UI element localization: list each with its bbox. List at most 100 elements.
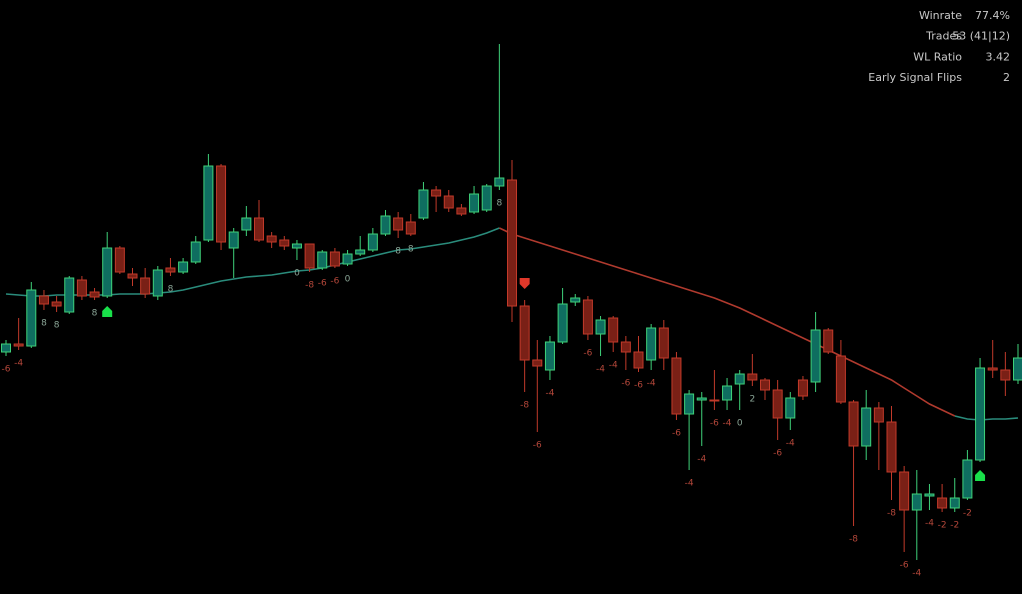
stat-value: 53 (41|12) [952,30,1010,43]
candle-body [772,389,783,419]
signal-label: -4 [596,365,605,375]
long-signal [102,306,113,317]
candle-body [405,221,416,235]
candle-body [216,165,227,243]
candle-body [924,493,935,497]
candle-body [76,279,87,297]
signal-label: -4 [685,479,694,489]
candle-body [190,241,201,263]
candle-body [114,247,125,273]
candle-body [481,185,492,211]
candle-body [671,357,682,415]
candle-body [279,239,290,247]
signal-label: -4 [697,455,706,465]
signal-label: -6 [710,419,719,429]
signal-label: -2 [963,509,972,519]
candle-body [431,189,442,197]
candle-body [519,305,530,361]
signal-label: -6 [583,349,592,359]
stat-label: WL Ratio [913,50,962,63]
candle-body [51,301,62,307]
signal-label: -6 [533,441,542,451]
signal-label: -6 [773,449,782,459]
candle-body [785,397,796,419]
short-signal [519,278,530,289]
candle-body [835,355,846,403]
candle-body [620,341,631,353]
candle-body [367,233,378,251]
signal-label: -4 [925,519,934,529]
candle-body [861,407,872,447]
candle-body [570,297,581,303]
candle-body [241,217,252,231]
candle-body [722,385,733,401]
candle-body [1,343,11,353]
signal-label: 0 [737,419,743,429]
candle-body [140,277,151,295]
signal-label: 8 [395,247,401,257]
signal-label: -6 [2,365,11,375]
candle-body [658,327,669,359]
candle-body [848,401,859,447]
stat-label: Early Signal Flips [868,71,962,84]
candle-body [127,273,138,279]
candle-body [544,341,555,371]
candle-body [13,343,24,347]
candle-body [709,399,720,402]
candle-body [456,207,467,215]
candle-body [975,367,986,461]
candle-body [873,407,884,423]
signal-label: -4 [723,419,732,429]
candle-body [747,373,758,381]
candle-body [443,195,454,209]
candle-body [1013,357,1022,381]
candle-body [532,359,543,367]
candle-body [178,261,189,273]
candle-body [266,235,277,243]
candle-body [633,351,644,369]
signal-label: -6 [634,381,643,391]
signal-label: 8 [41,319,47,329]
candle-body [342,253,353,265]
signal-label: -6 [330,277,339,287]
signal-label: -6 [621,379,630,389]
candle-body [26,289,37,347]
candle-body [734,373,745,385]
candle-body [886,421,897,473]
signal-label: -8 [520,401,529,411]
stat-value: 77.4% [975,9,1010,22]
candle-body [949,497,960,509]
stat-label: Winrate [919,9,962,22]
signal-label: 0 [345,275,351,285]
candle-body [899,471,910,511]
signal-label: 8 [408,245,414,255]
candle-body [595,319,606,335]
signal-label: -6 [900,561,909,571]
candle-body [646,327,657,361]
candle-body [507,179,517,307]
signal-label: -8 [849,535,858,545]
signal-label: -4 [609,361,618,371]
signal-label: -4 [14,359,23,369]
candle-body [557,303,568,343]
candle-body [608,317,619,343]
signal-label: 8 [168,285,174,295]
signal-label: -4 [545,389,554,399]
signal-label: -4 [912,569,921,579]
candle-body [291,243,302,249]
candle-body [494,177,505,187]
candle-body [937,497,948,509]
signal-label: 0 [294,269,300,279]
candle-body [418,189,429,219]
candle-body [254,217,264,241]
candle-body [469,193,480,213]
candle-body [102,247,113,297]
candle-body [89,291,100,298]
signal-label: -4 [647,379,656,389]
signal-label: 8 [54,321,60,331]
candle-body [696,397,707,401]
candle-body [38,295,49,305]
candle-body [317,251,328,269]
